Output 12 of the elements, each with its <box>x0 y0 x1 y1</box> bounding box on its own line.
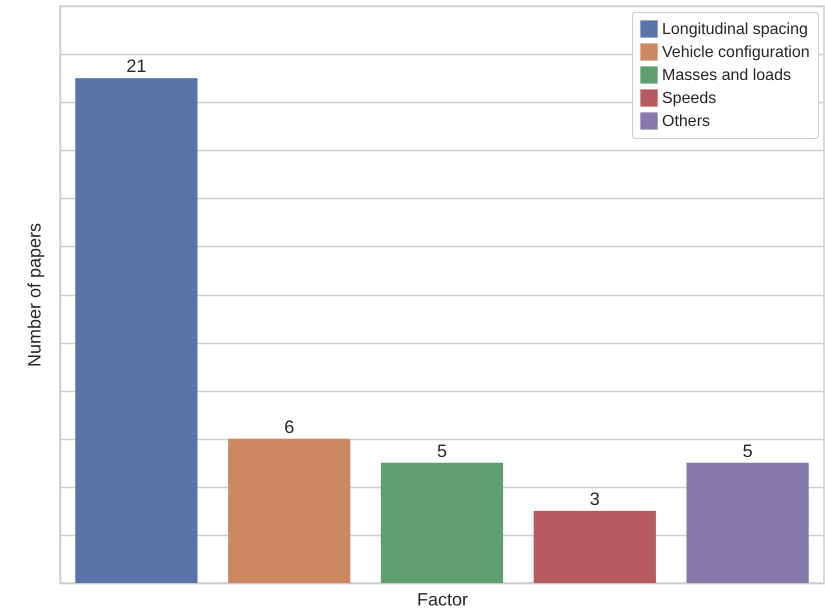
legend-label: Others <box>662 113 710 130</box>
data-label: 5 <box>436 440 448 461</box>
data-label: 3 <box>590 488 600 509</box>
data-label: 21 <box>126 56 146 76</box>
legend-label: Vehicle configuration <box>662 44 810 61</box>
y-axis-title: Number of papers <box>24 222 44 368</box>
legend-label: Masses and loads <box>662 67 791 84</box>
x-axis-title: Factor <box>416 590 468 610</box>
legend-label: Longitudinal spacing <box>662 21 808 38</box>
data-label: 5 <box>742 440 753 461</box>
legend-label: Speeds <box>662 90 716 107</box>
data-label: 6 <box>284 416 294 437</box>
